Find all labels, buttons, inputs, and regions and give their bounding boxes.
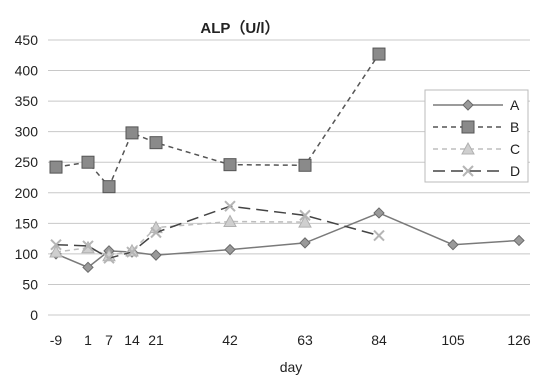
series-line-B <box>55 53 380 189</box>
x-axis-ticks: -9 1 7 14 21 42 63 84 105 126 <box>50 332 531 348</box>
legend-marker <box>461 120 475 134</box>
y-tick-label: 150 <box>15 215 39 231</box>
legend-item-D: D <box>433 163 520 179</box>
series-line-D <box>55 205 380 259</box>
y-tick-label: 100 <box>15 246 39 262</box>
x-tick-label: 63 <box>297 332 313 348</box>
data-point-D <box>224 200 236 212</box>
x-tick-label: 42 <box>222 332 238 348</box>
y-tick-label: 350 <box>15 93 39 109</box>
data-point-D <box>373 229 385 242</box>
data-point-B <box>81 155 95 169</box>
y-axis-ticks: 0 50 100 150 200 250 300 350 400 450 <box>15 32 39 323</box>
data-point-B <box>223 158 237 172</box>
data-point-B <box>102 180 116 194</box>
series-D <box>50 200 385 264</box>
y-tick-label: 250 <box>15 154 39 170</box>
y-tick-label: 200 <box>15 185 39 201</box>
y-tick-label: 50 <box>22 276 38 292</box>
data-point-C <box>49 245 63 258</box>
y-tick-label: 0 <box>30 307 38 323</box>
data-point-D <box>299 209 311 222</box>
y-tick-label: 450 <box>15 32 39 48</box>
data-point-D <box>50 239 62 251</box>
legend-label: C <box>510 141 520 157</box>
data-point-A <box>513 234 525 247</box>
data-point-B <box>49 160 63 174</box>
data-point-B <box>298 158 312 172</box>
data-point-A <box>373 207 385 219</box>
series-group <box>49 47 525 274</box>
x-tick-label: 1 <box>84 332 92 348</box>
x-tick-label: 84 <box>371 332 387 348</box>
data-point-D <box>150 226 162 239</box>
series-line-A <box>55 212 520 269</box>
data-point-C <box>223 214 237 227</box>
data-point-B <box>125 126 139 140</box>
data-point-A <box>224 243 236 256</box>
data-point-A <box>150 249 162 261</box>
chart-title: ALP（U/l） <box>200 19 279 37</box>
x-tick-label: 21 <box>148 332 164 348</box>
x-tick-label: 105 <box>441 332 465 348</box>
data-point-D <box>103 252 115 264</box>
legend-marker <box>461 141 475 155</box>
legend-label: A <box>510 97 520 113</box>
data-point-A <box>82 261 94 274</box>
series-B <box>49 47 386 194</box>
x-tick-label: 7 <box>105 332 113 348</box>
x-tick-label: 126 <box>507 332 531 348</box>
data-point-A <box>299 237 311 249</box>
legend-label: D <box>510 163 520 179</box>
data-point-C <box>298 215 312 228</box>
data-point-B <box>372 47 386 61</box>
data-point-A <box>447 239 459 251</box>
data-point-D <box>126 246 138 258</box>
x-tick-label: -9 <box>50 332 63 348</box>
data-point-B <box>149 136 163 150</box>
x-tick-label: 14 <box>124 332 140 348</box>
legend-marker <box>462 99 474 111</box>
data-point-D <box>82 240 94 252</box>
x-axis-label: day <box>280 359 303 375</box>
legend-item-B: B <box>433 119 519 135</box>
legend-label: B <box>510 119 519 135</box>
legend-item-C: C <box>433 141 520 157</box>
series-A <box>50 207 525 274</box>
y-tick-label: 300 <box>15 124 39 140</box>
legend-item-A: A <box>433 97 520 113</box>
y-tick-label: 400 <box>15 63 39 79</box>
legend-marker <box>462 165 474 177</box>
